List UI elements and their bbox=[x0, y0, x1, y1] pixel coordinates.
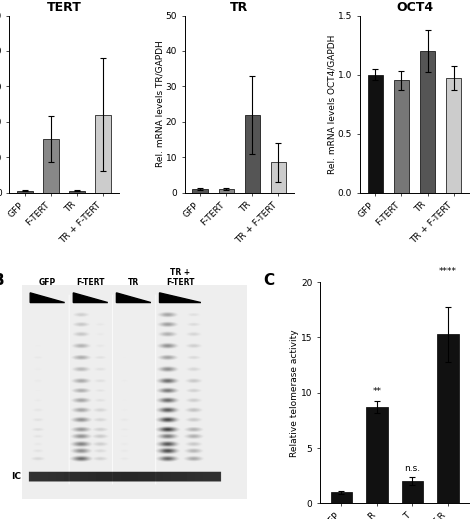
Bar bbox=[331, 493, 352, 503]
Bar bbox=[271, 162, 286, 193]
Text: TR: TR bbox=[128, 278, 139, 287]
Y-axis label: Rel. mRNA levels OCT4/GAPDH: Rel. mRNA levels OCT4/GAPDH bbox=[328, 34, 337, 174]
Bar bbox=[438, 334, 459, 503]
Bar bbox=[368, 75, 383, 193]
Text: ****: **** bbox=[439, 267, 457, 276]
Text: TR +
F-TERT: TR + F-TERT bbox=[166, 268, 194, 287]
Text: F-TERT: F-TERT bbox=[76, 278, 105, 287]
Bar bbox=[219, 189, 234, 193]
Title: OCT4: OCT4 bbox=[396, 2, 433, 15]
Text: C: C bbox=[263, 274, 274, 289]
Y-axis label: Rel. mRNA levels TR/GAPDH: Rel. mRNA levels TR/GAPDH bbox=[155, 40, 164, 168]
Text: B: B bbox=[0, 274, 5, 289]
Bar bbox=[394, 80, 410, 193]
Polygon shape bbox=[73, 293, 108, 303]
Bar bbox=[17, 191, 33, 193]
Text: n.s.: n.s. bbox=[404, 464, 420, 473]
Text: GFP: GFP bbox=[39, 278, 56, 287]
Bar bbox=[69, 191, 85, 193]
Polygon shape bbox=[159, 293, 201, 303]
Polygon shape bbox=[30, 293, 64, 303]
Text: IC: IC bbox=[11, 472, 21, 481]
Bar bbox=[245, 115, 260, 193]
Bar bbox=[43, 140, 59, 193]
Bar bbox=[446, 78, 462, 193]
Bar bbox=[192, 189, 208, 193]
Text: **: ** bbox=[373, 387, 382, 395]
Title: TERT: TERT bbox=[47, 2, 82, 15]
Y-axis label: Relative telomerase activity: Relative telomerase activity bbox=[291, 329, 300, 457]
Bar bbox=[402, 481, 423, 503]
Bar bbox=[420, 51, 436, 193]
Bar bbox=[95, 115, 111, 193]
Bar bbox=[366, 407, 388, 503]
Polygon shape bbox=[117, 293, 151, 303]
Title: TR: TR bbox=[230, 2, 248, 15]
